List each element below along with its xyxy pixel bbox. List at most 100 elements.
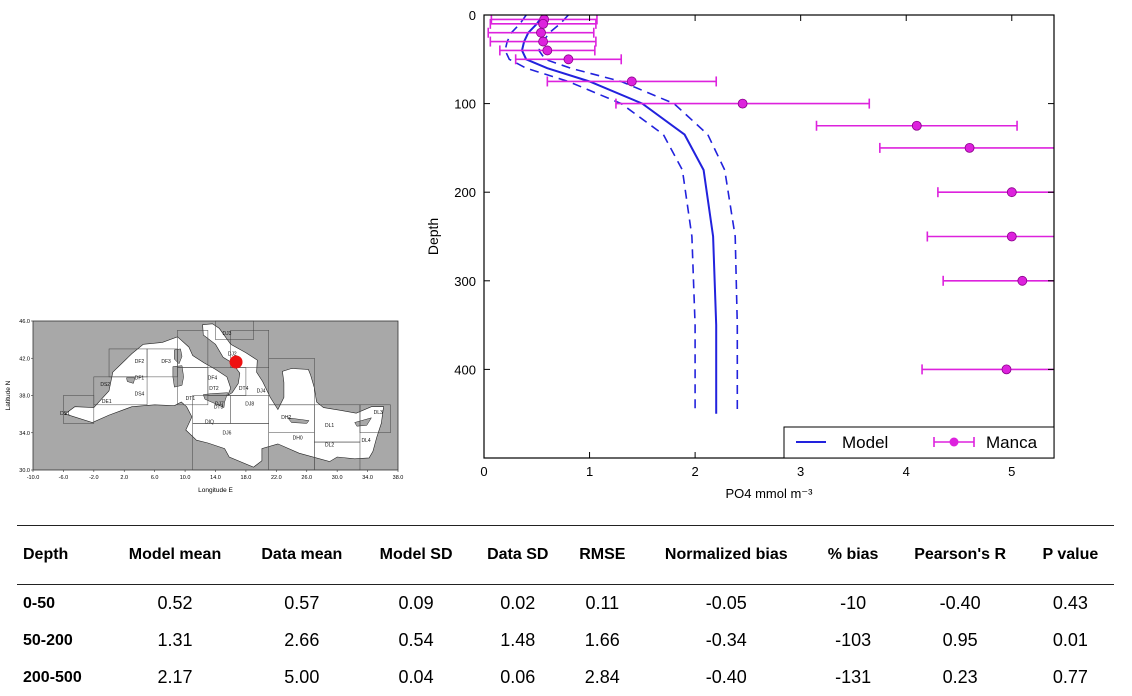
column-header: % bias (813, 526, 894, 585)
region-label: DJ3 (222, 331, 231, 337)
table-cell: 0.11 (565, 585, 640, 623)
x-tick-label: 4 (903, 464, 910, 479)
x-tick-label: 1 (586, 464, 593, 479)
lon-tick-label: -2.0 (89, 475, 98, 481)
lon-tick-label: 22.0 (271, 475, 282, 481)
manca-data-point (564, 55, 573, 64)
region-label: DJ7 (215, 402, 224, 408)
table-cell: 0.95 (893, 622, 1026, 659)
column-header: Depth (17, 526, 108, 585)
region-label: DT2 (209, 386, 219, 392)
table-cell: 0.54 (362, 622, 471, 659)
lon-tick-label: -6.0 (59, 475, 68, 481)
column-header: Model mean (108, 526, 242, 585)
table-cell: 0.52 (108, 585, 242, 623)
column-header: Normalized bias (640, 526, 813, 585)
lon-tick-label: 38.0 (393, 475, 404, 481)
table-cell: 5.00 (242, 659, 361, 696)
region-label: DF1 (135, 376, 145, 382)
table-cell: 0.23 (893, 659, 1026, 696)
region-label: DS4 (135, 392, 145, 398)
manca-data-point (1002, 365, 1011, 374)
manca-data-point (539, 19, 548, 28)
table-cell: 2.84 (565, 659, 640, 696)
region-label: DL1 (325, 423, 334, 429)
region-label: DH0 (293, 435, 303, 441)
manca-data-point (965, 143, 974, 152)
y-tick-label: 0 (469, 8, 476, 23)
region-label: DL2 (325, 443, 334, 449)
lon-tick-label: 2.0 (120, 475, 128, 481)
lon-tick-label: 30.0 (332, 475, 343, 481)
depth-range-cell: 50-200 (17, 622, 108, 659)
manca-data-point (627, 77, 636, 86)
depth-range-cell: 200-500 (17, 659, 108, 696)
map-x-label: Longitude E (198, 487, 233, 494)
manca-data-point (1018, 276, 1027, 285)
table-cell: -0.05 (640, 585, 813, 623)
y-tick-label: 300 (454, 274, 476, 289)
region-label: DT1 (186, 396, 196, 402)
table-cell: -0.40 (640, 659, 813, 696)
table-cell: -131 (813, 659, 894, 696)
manca-data-point (912, 121, 921, 130)
y-tick-label: 100 (454, 97, 476, 112)
region-label: DJ8 (245, 402, 254, 408)
depth-range-cell: 0-50 (17, 585, 108, 623)
lat-tick-label: 42.0 (19, 356, 30, 362)
station-marker (230, 355, 243, 368)
table-cell: 0.06 (471, 659, 565, 696)
table-cell: 2.66 (242, 622, 361, 659)
table-cell: 1.48 (471, 622, 565, 659)
y-tick-label: 200 (454, 185, 476, 200)
table-cell: 1.31 (108, 622, 242, 659)
region-label: DF2 (135, 359, 145, 365)
column-header: Data SD (471, 526, 565, 585)
column-header: Model SD (362, 526, 471, 585)
table-cell: 0.01 (1027, 622, 1114, 659)
chart-legend: Model Manca (784, 427, 1054, 458)
map-y-label: Latitude N (5, 380, 12, 410)
x-axis-label: PO4 mmol m⁻³ (725, 486, 813, 501)
column-header: RMSE (565, 526, 640, 585)
lat-tick-label: 46.0 (19, 319, 30, 325)
table-cell: 0.09 (362, 585, 471, 623)
table-cell: 2.17 (108, 659, 242, 696)
x-tick-label: 0 (480, 464, 487, 479)
lat-tick-label: 38.0 (19, 394, 30, 400)
legend-manca-label: Manca (986, 433, 1038, 452)
manca-data-point (1007, 188, 1016, 197)
table-cell: 0.02 (471, 585, 565, 623)
table-cell: -0.40 (893, 585, 1026, 623)
region-label: DL4 (361, 438, 370, 444)
lon-tick-label: 18.0 (241, 475, 252, 481)
region-label: DE1 (102, 399, 112, 405)
region-label: DJ6 (222, 431, 231, 437)
lon-tick-label: 10.0 (180, 475, 191, 481)
table-cell: 0.04 (362, 659, 471, 696)
table-cell: 0.57 (242, 585, 361, 623)
region-label: DJ4 (257, 389, 266, 395)
island-sardinia (173, 366, 184, 387)
region-label: DF4 (208, 376, 218, 382)
region-label: DT4 (239, 386, 249, 392)
lon-tick-label: -10.0 (27, 475, 40, 481)
lon-tick-label: 26.0 (301, 475, 312, 481)
y-axis-label: Depth (425, 218, 441, 255)
x-tick-label: 2 (691, 464, 698, 479)
lat-tick-label: 34.0 (19, 431, 30, 437)
legend-model-label: Model (842, 433, 888, 452)
y-tick-label: 400 (454, 362, 476, 377)
lon-tick-label: 34.0 (362, 475, 373, 481)
table-cell: -0.34 (640, 622, 813, 659)
region-label: DS1 (60, 411, 70, 417)
column-header: Data mean (242, 526, 361, 585)
table-cell: -10 (813, 585, 894, 623)
